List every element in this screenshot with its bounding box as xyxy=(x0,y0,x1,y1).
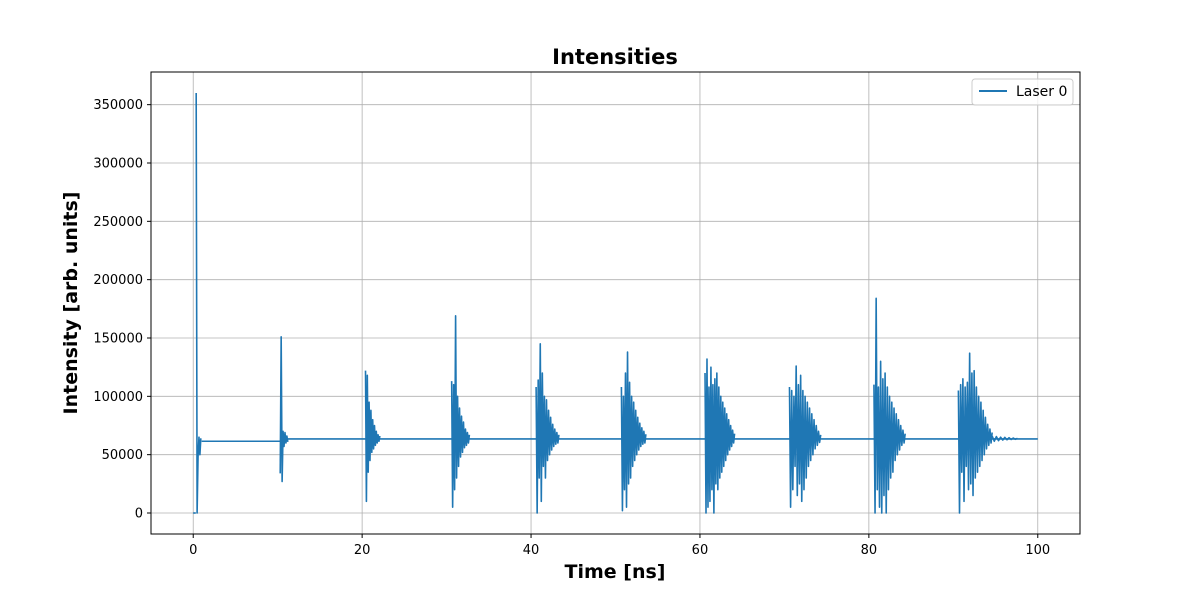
series-burst xyxy=(364,370,381,503)
y-tick-label: 150000 xyxy=(93,332,143,347)
x-axis-title: Time [ns] xyxy=(565,561,666,583)
y-tick-label: 200000 xyxy=(93,273,143,288)
series-burst xyxy=(704,358,736,514)
series-burst xyxy=(788,365,822,508)
y-tick-label: 50000 xyxy=(102,448,143,463)
series-burst xyxy=(279,336,289,483)
x-tick-label: 100 xyxy=(1025,543,1050,558)
x-tick-label: 80 xyxy=(861,543,878,558)
series-burst xyxy=(195,92,202,514)
legend-box xyxy=(971,78,1074,106)
legend: Laser 0 xyxy=(971,78,1074,106)
series-burst xyxy=(991,435,1018,443)
grid-lines xyxy=(151,72,1080,534)
x-axis-ticks: 0 20 40 60 80 100 xyxy=(189,534,1050,558)
x-tick-label: 0 xyxy=(189,543,197,558)
series-burst xyxy=(535,343,560,514)
y-tick-label: 300000 xyxy=(93,157,143,172)
x-tick-label: 40 xyxy=(523,543,540,558)
series-burst xyxy=(957,352,993,514)
y-tick-label: 350000 xyxy=(93,98,143,113)
y-tick-label: 0 xyxy=(135,507,143,522)
y-tick-label: 250000 xyxy=(93,215,143,230)
series-laser-0 xyxy=(193,92,1038,514)
plot-area xyxy=(193,92,1038,514)
x-tick-label: 60 xyxy=(692,543,709,558)
series-burst xyxy=(620,351,647,512)
y-axis-ticks: 0 50000 100000 150000 200000 250000 300000 3500… xyxy=(93,98,151,522)
y-tick-label: 100000 xyxy=(93,390,143,405)
series-burst xyxy=(873,297,906,514)
series-burst xyxy=(450,315,471,508)
y-axis-title: Intensity [arb. units] xyxy=(60,192,82,415)
chart-title: Intensities xyxy=(552,45,678,69)
plot-frame xyxy=(150,71,1081,535)
x-tick-label: 20 xyxy=(354,543,371,558)
legend-label-laser-0: Laser 0 xyxy=(1016,84,1067,100)
